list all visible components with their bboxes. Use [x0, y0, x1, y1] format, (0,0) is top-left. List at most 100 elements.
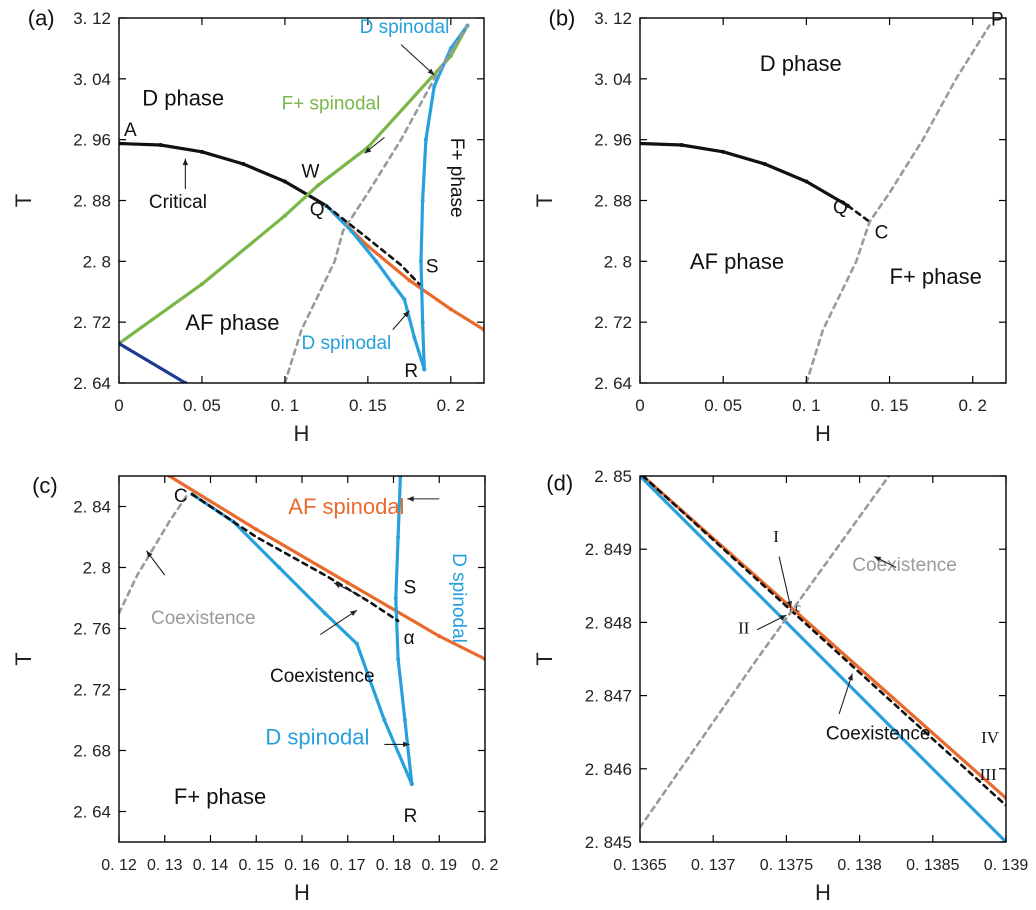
data-point	[374, 259, 379, 264]
annotation-Q: Q	[310, 200, 325, 221]
data-point	[322, 611, 327, 616]
data-point	[241, 162, 246, 166]
y-tick-label: 2. 64	[73, 374, 111, 393]
annotation-critical: Critical	[149, 192, 207, 213]
series-line-black-dashed	[190, 492, 400, 623]
pointer-arrow	[319, 609, 358, 636]
x-tick-label: 0. 2	[437, 396, 465, 415]
data-point	[199, 282, 204, 287]
y-tick-label: 2. 64	[73, 803, 111, 822]
data-point	[804, 179, 809, 184]
annotation-f-phase-vertical: F+ phase	[446, 138, 467, 218]
annotation-coexistence-gray: Coexistence	[151, 608, 256, 629]
arrow-head	[847, 673, 853, 681]
x-tick-label: 0. 137	[691, 857, 736, 874]
plot-frame	[639, 475, 1007, 843]
annotation-d-phase: D phase	[142, 85, 224, 110]
annotation-panel-label: (c)	[32, 473, 58, 498]
series-line-gray-dashed	[119, 492, 189, 615]
panel-c: 0. 12 0. 13 0. 14 0. 15 0. 16 0. 17 0. 18 0. 19…	[11, 473, 498, 905]
data-point	[393, 596, 398, 600]
x-tick-label: 0. 15	[238, 857, 274, 874]
annotation-coexistence-gray: Coexistence	[852, 555, 957, 576]
x-tick-label: 0. 1375	[760, 857, 813, 874]
arrow-head	[403, 741, 410, 748]
series-line-black	[119, 141, 328, 208]
annotation-II: II	[738, 618, 750, 637]
annotation-panel-label: (d)	[546, 471, 573, 496]
y-tick-label: 2. 847	[585, 687, 632, 706]
annotation-R: R	[404, 806, 418, 827]
y-axis-label: T	[532, 652, 557, 665]
annotation-I: I	[773, 527, 779, 546]
x-tick-label: 0. 15	[349, 396, 387, 415]
series-group	[640, 476, 1006, 842]
series-group	[119, 476, 485, 787]
annotation-f-phase: F+ phase	[890, 264, 982, 289]
annotation-P: P	[991, 10, 1004, 31]
data-point	[721, 149, 726, 154]
series-line-blue	[419, 24, 469, 371]
y-tick-label: 2. 64	[594, 374, 632, 393]
arrow-head	[786, 600, 793, 608]
series-group	[640, 24, 991, 383]
arrow-head	[874, 556, 882, 562]
x-tick-label: 0. 05	[704, 396, 742, 415]
annotation-coexistence: Coexistence	[826, 724, 931, 745]
annotation-panel-label: (a)	[28, 6, 55, 31]
annotation-coexistence: Coexistence	[270, 666, 375, 687]
data-point	[158, 142, 163, 147]
data-point	[407, 278, 412, 283]
series-line-gray-dashed	[640, 476, 891, 829]
annotation-f-spinodal: F+ spinodal	[282, 93, 381, 114]
y-tick-label: 3. 04	[594, 70, 632, 89]
x-axis-label: H	[815, 880, 831, 905]
annotation-A: A	[124, 120, 137, 141]
data-point	[277, 565, 282, 570]
annotation-panel-label: (b)	[549, 6, 576, 31]
annotation-af-phase: AF phase	[690, 249, 784, 274]
annotation-alpha: α	[404, 628, 415, 649]
y-tick-label: 2. 68	[73, 742, 111, 761]
data-point	[432, 84, 437, 89]
annotation-IV: IV	[981, 728, 1000, 747]
data-point	[409, 782, 414, 787]
y-tick-label: 2. 88	[594, 192, 632, 211]
data-point	[254, 527, 259, 532]
arrow-head	[182, 158, 189, 166]
data-point	[402, 297, 407, 302]
x-axis-label: H	[294, 880, 310, 905]
data-point	[423, 137, 428, 142]
data-point	[390, 282, 395, 287]
y-tick-label: 3. 12	[73, 9, 111, 28]
y-tick-label: 2. 72	[73, 681, 111, 700]
y-axis-label: T	[532, 194, 557, 207]
pointer-arrow	[838, 673, 853, 715]
x-tick-label: 0. 12	[101, 857, 137, 874]
panel-b: 0 0. 05 0. 1 0. 15 0. 2 2. 64 2. 72 2. 8 2. 88 2.…	[532, 6, 1007, 446]
x-tick-label: 0. 16	[284, 857, 320, 874]
annotation-d-spinodal-bottom: D spinodal	[302, 333, 392, 354]
series-line-black	[640, 141, 850, 208]
x-tick-label: 0. 1365	[613, 857, 666, 874]
series-group	[119, 23, 484, 383]
annotation-d-spinodal-vertical: D spinodal	[448, 553, 469, 643]
y-tick-label: 2. 849	[585, 540, 632, 559]
data-point	[282, 213, 287, 218]
x-tick-label: 0	[635, 396, 644, 415]
panel-d: 0. 1365 0. 137 0. 1375 0. 138 0. 1385 0. 139 2…	[532, 467, 1028, 905]
data-point	[345, 580, 350, 585]
series-line-black-dashed	[641, 476, 1006, 807]
x-tick-label: 0. 17	[330, 857, 366, 874]
arrow-head	[779, 615, 787, 621]
y-tick-label: 2. 76	[73, 620, 111, 639]
data-point	[354, 641, 359, 646]
pointer-arrow	[400, 44, 435, 76]
x-tick-label: 0. 05	[183, 396, 221, 415]
annotation-W: W	[302, 162, 320, 183]
y-tick-label: 2. 72	[594, 313, 632, 332]
arrow-head	[427, 68, 435, 76]
y-tick-label: 2. 8	[604, 252, 632, 271]
x-tick-label: 0. 1	[792, 396, 820, 415]
